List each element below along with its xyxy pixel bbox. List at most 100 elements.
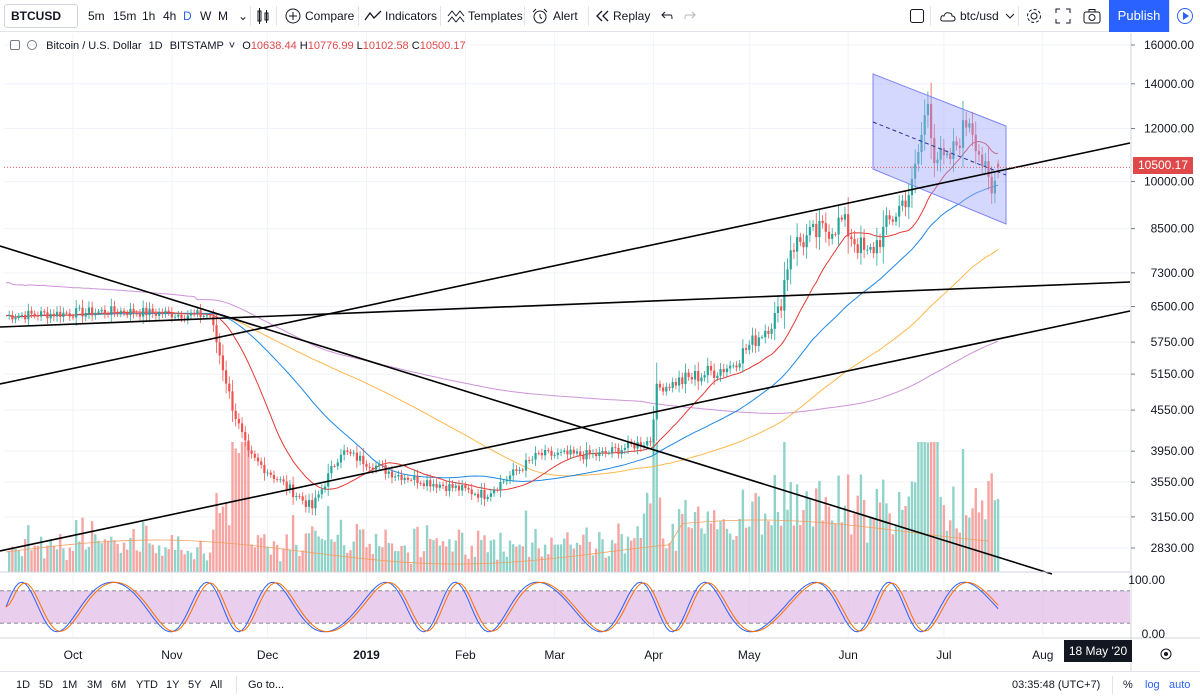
- interval-w[interactable]: W: [200, 9, 212, 23]
- legend-eye-icon[interactable]: [27, 40, 38, 50]
- volume-bar: [17, 550, 20, 572]
- volume-bar: [154, 553, 158, 572]
- price-chart[interactable]: 16000.00 14000.00 12000.00 10000.00 8500.00 7…: [0, 33, 1200, 671]
- candle-body: [292, 484, 295, 498]
- volume-bar: [508, 540, 512, 572]
- range-5d[interactable]: 5D: [39, 679, 54, 691]
- candle-body: [901, 200, 904, 206]
- range-all[interactable]: All: [210, 679, 223, 691]
- candle-body: [413, 475, 416, 480]
- expand-icon[interactable]: [1055, 8, 1071, 24]
- add-compare-icon[interactable]: [285, 8, 301, 24]
- volume-bar: [904, 505, 907, 572]
- camera-icon[interactable]: [1083, 8, 1101, 24]
- candle-body: [355, 452, 358, 461]
- volume-bar: [636, 526, 639, 572]
- templates-button[interactable]: Templates: [468, 9, 523, 23]
- volume-bar: [815, 488, 818, 572]
- range-3m[interactable]: 3M: [87, 679, 103, 691]
- ma-50-line: [5, 184, 999, 483]
- candle-body: [684, 372, 687, 385]
- candle-body: [231, 391, 234, 411]
- volume-bar: [110, 536, 113, 572]
- goto-button[interactable]: Go to...: [248, 679, 285, 691]
- volume-bar: [205, 560, 209, 572]
- range-1y[interactable]: 1Y: [166, 679, 180, 691]
- chevron-down-icon[interactable]: [1005, 13, 1015, 21]
- range-6m[interactable]: 6M: [111, 679, 127, 691]
- volume-bar: [135, 550, 138, 572]
- interval-m[interactable]: M: [218, 9, 228, 23]
- interval-d[interactable]: D: [183, 9, 192, 23]
- volume-bar: [362, 529, 365, 572]
- volume-bar: [231, 442, 234, 572]
- layout-name[interactable]: btc/usd: [960, 9, 999, 23]
- volume-bar: [862, 500, 866, 572]
- publish-button[interactable]: Publish: [1109, 0, 1169, 32]
- alarm-clock-icon[interactable]: [532, 8, 548, 24]
- candle-body: [894, 216, 898, 222]
- volume-bar: [850, 534, 853, 572]
- compare-button[interactable]: Compare: [305, 9, 355, 23]
- chart-legend: Bitcoin / U.S. Dollar 1D BITSTAMP ˅ O106…: [10, 40, 466, 52]
- candle-body: [346, 450, 349, 452]
- candle-body: [237, 418, 240, 424]
- legend-settings-icon[interactable]: [10, 40, 20, 50]
- volume-bar: [802, 510, 805, 572]
- templates-icon[interactable]: [447, 8, 465, 24]
- chevron-down-icon[interactable]: ˅: [228, 40, 236, 52]
- range-ytd[interactable]: YTD: [136, 679, 158, 691]
- interval-15m[interactable]: 15m: [113, 9, 137, 23]
- candle-body: [186, 315, 189, 320]
- range-5y[interactable]: 5Y: [188, 679, 202, 691]
- candle-body: [601, 451, 604, 453]
- indicators-button[interactable]: Indicators: [385, 9, 438, 23]
- candle-body: [499, 481, 502, 491]
- candles-icon[interactable]: [256, 8, 270, 24]
- volume-bar: [489, 540, 493, 572]
- candle-body: [757, 337, 760, 346]
- candle-body: [496, 489, 499, 491]
- volume-bar: [824, 497, 828, 572]
- volume-bars: [5, 442, 1000, 572]
- redo-icon[interactable]: [684, 9, 698, 23]
- alert-button[interactable]: Alert: [553, 9, 578, 23]
- log-toggle[interactable]: log: [1145, 679, 1160, 691]
- candle-body: [113, 306, 116, 312]
- gear-icon[interactable]: [1025, 7, 1043, 25]
- rewind-icon[interactable]: [595, 9, 611, 23]
- auto-toggle[interactable]: auto: [1169, 679, 1191, 691]
- time-tick-label: Nov: [161, 648, 182, 662]
- interval-1h[interactable]: 1h: [142, 9, 156, 23]
- interval-5m[interactable]: 5m: [88, 9, 105, 23]
- replay-button[interactable]: Replay: [613, 9, 651, 23]
- indicators-icon[interactable]: [364, 8, 382, 24]
- undo-icon[interactable]: [659, 9, 673, 23]
- volume-bar: [853, 513, 856, 572]
- publish-dropdown-button[interactable]: [1169, 0, 1200, 32]
- symbol-search-input[interactable]: BTCUSD: [4, 4, 78, 28]
- volume-bar: [90, 521, 94, 572]
- candle-body: [260, 461, 263, 465]
- range-1d[interactable]: 1D: [16, 679, 31, 691]
- candle-body: [317, 494, 320, 498]
- candle-body: [834, 234, 837, 235]
- interval-4h[interactable]: 4h: [163, 9, 177, 23]
- trendline-drawings: [0, 73, 1131, 575]
- range-1m[interactable]: 1M: [62, 679, 78, 691]
- candle-body: [792, 250, 796, 252]
- candle-body: [307, 500, 311, 507]
- volume-bar: [964, 515, 968, 572]
- volume-bar: [269, 554, 272, 572]
- candle-body: [145, 307, 148, 316]
- price-tick-label: 3150.00: [1151, 510, 1195, 524]
- volume-bar: [355, 523, 359, 572]
- volume-bar: [990, 473, 993, 572]
- candle-body: [703, 375, 706, 378]
- interval-chevron-icon[interactable]: ⌄: [238, 9, 249, 23]
- fullscreen-square-icon[interactable]: [909, 8, 925, 24]
- volume-bar: [626, 536, 630, 572]
- percent-toggle[interactable]: %: [1123, 679, 1133, 691]
- volume-bar: [649, 503, 652, 572]
- volume-bar: [703, 533, 706, 572]
